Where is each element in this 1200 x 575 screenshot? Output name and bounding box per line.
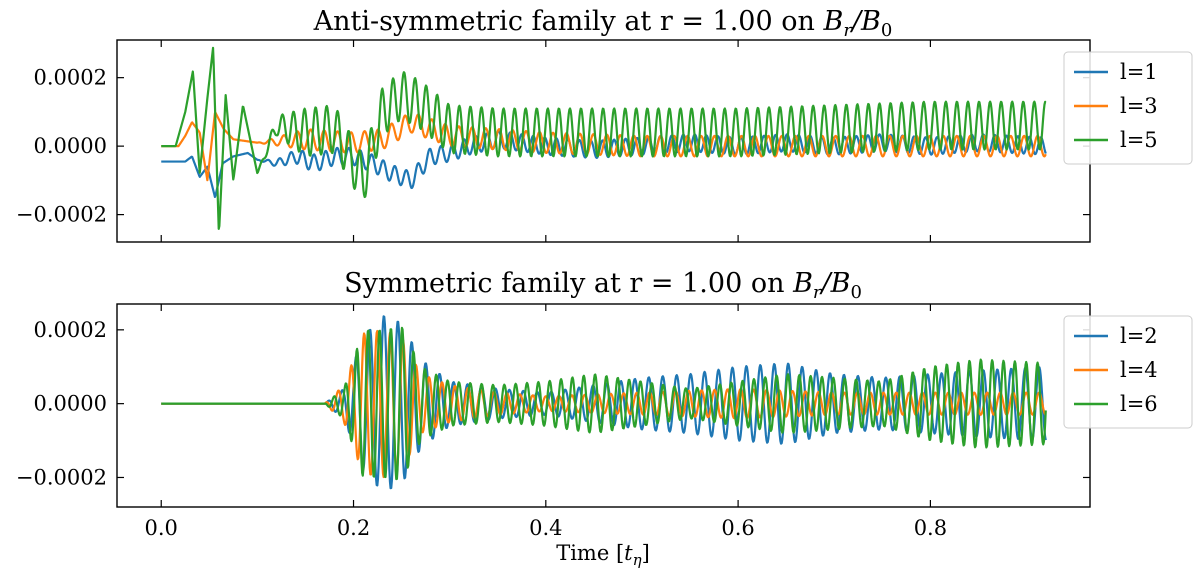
y-tick-label: −0.0002	[16, 203, 107, 227]
chart-title: Anti-symmetric family at r = 1.00 on Br/…	[313, 6, 893, 41]
y-tick-label: 0.0000	[34, 134, 107, 158]
chart-symmetric: Symmetric family at r = 1.00 on Br/B0 0.…	[16, 268, 1193, 569]
chart-title: Symmetric family at r = 1.00 on Br/B0	[344, 268, 862, 303]
x-tick-label: 0.2	[337, 516, 370, 540]
legend-frame	[1063, 51, 1193, 165]
y-tick-label: 0.0000	[34, 392, 107, 416]
axis-ticks: 0.0 0.2 0.4 0.6 0.8 −0.0002 0.0000 0.0002	[16, 304, 1090, 540]
y-tick-label: 0.0002	[34, 66, 107, 90]
x-tick-label: 0.0	[145, 516, 178, 540]
legend-label: l=2	[1120, 324, 1158, 348]
series-line-l6	[160, 326, 1047, 481]
series-line-l5	[160, 46, 1047, 230]
legend-label: l=5	[1120, 128, 1158, 152]
plot-area-lines	[160, 315, 1047, 490]
series-line-l3	[160, 111, 1047, 182]
chart-anti-symmetric: Anti-symmetric family at r = 1.00 on Br/…	[16, 6, 1193, 243]
x-axis-label: Time [tη]	[556, 541, 650, 569]
x-tick-label: 0.6	[721, 516, 754, 540]
x-tick-label: 0.4	[529, 516, 562, 540]
y-tick-label: 0.0002	[34, 318, 107, 342]
x-tick-label: 0.8	[914, 516, 947, 540]
legend: l=2 l=4 l=6	[1063, 315, 1193, 429]
legend-label: l=6	[1120, 392, 1158, 416]
legend-label: l=3	[1120, 94, 1158, 118]
legend-label: l=4	[1120, 358, 1158, 382]
legend-label: l=1	[1120, 60, 1158, 84]
legend-frame	[1063, 315, 1193, 429]
axis-ticks: −0.0002 0.0000 0.0002	[16, 40, 1090, 242]
legend: l=1 l=3 l=5	[1063, 51, 1193, 165]
y-tick-label: −0.0002	[16, 465, 107, 489]
plot-area-lines	[160, 46, 1047, 230]
